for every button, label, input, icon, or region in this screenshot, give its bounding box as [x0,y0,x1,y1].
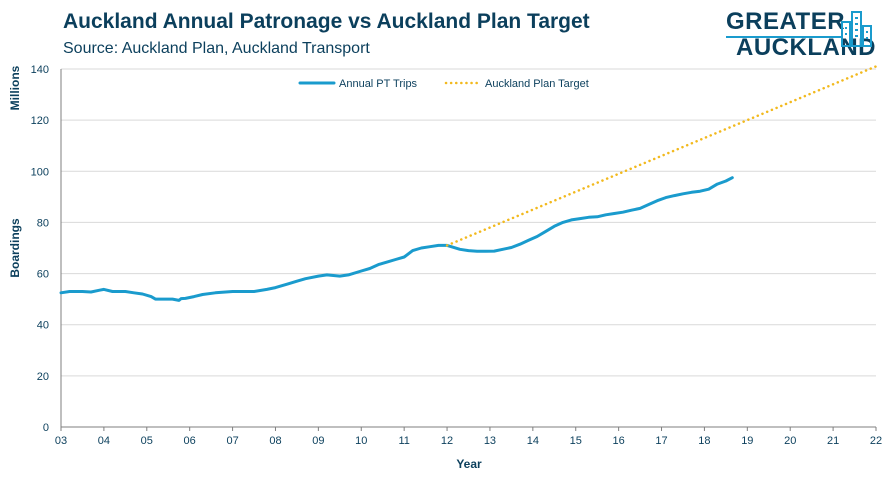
y-tick-label: 20 [37,371,49,383]
logo-rule [726,36,842,38]
y-tick-label: 40 [37,320,49,332]
x-tick-label: 07 [226,435,238,447]
x-tick-label: 17 [655,435,667,447]
x-tick-label: 16 [613,435,625,447]
greater-auckland-logo: GREATER AUCKLAND [726,8,882,60]
series-layer [59,65,878,302]
y-tick-label: 120 [31,115,49,127]
x-tick-label: 13 [484,435,496,447]
x-tick-label: 15 [570,435,582,447]
y-tick-label: 100 [31,166,49,178]
x-tick-label: 20 [784,435,796,447]
y-tick-labels: 0 20 40 60 80 100 120 140 [31,64,49,434]
x-tick-label: 14 [527,435,539,447]
x-tick-label: 08 [269,435,281,447]
x-tick-labels: 03 04 05 06 07 08 09 10 11 12 13 14 15 16 17 18 19 20 21 22 [55,435,882,447]
x-tick-label: 12 [441,435,453,447]
x-tick-label: 03 [55,435,67,447]
x-tick-label: 21 [827,435,839,447]
y-tick-label: 60 [37,269,49,281]
legend-label: Auckland Plan Target [485,78,589,90]
y-axis-label: Boardings [8,218,22,278]
axes [60,69,877,431]
skyline-icon [841,11,872,47]
y-axis-label-top: Millions [8,65,22,110]
y-tick-label: 0 [43,422,49,434]
gridlines [61,68,876,377]
x-tick-label: 04 [98,435,110,447]
x-tick-label: 19 [741,435,753,447]
x-tick-label: 09 [312,435,324,447]
series-line-annual-pt-trips [59,176,734,302]
legend: Annual PT Trips Auckland Plan Target [298,78,589,90]
series-line-auckland-plan-target [445,65,878,247]
y-tick-label: 80 [37,217,49,229]
x-tick-label: 06 [184,435,196,447]
x-tick-label: 05 [141,435,153,447]
chart-title: Auckland Annual Patronage vs Auckland Pl… [63,10,590,33]
logo-line1: GREATER [726,8,846,35]
x-tick-label: 10 [355,435,367,447]
x-axis-label: Year [456,457,482,471]
legend-label: Annual PT Trips [339,78,418,90]
x-tick-label: 22 [870,435,882,447]
x-tick-label: 11 [398,435,409,447]
x-tick-label: 18 [698,435,710,447]
y-tick-label: 140 [31,64,49,76]
chart-subtitle: Source: Auckland Plan, Auckland Transpor… [63,40,370,57]
